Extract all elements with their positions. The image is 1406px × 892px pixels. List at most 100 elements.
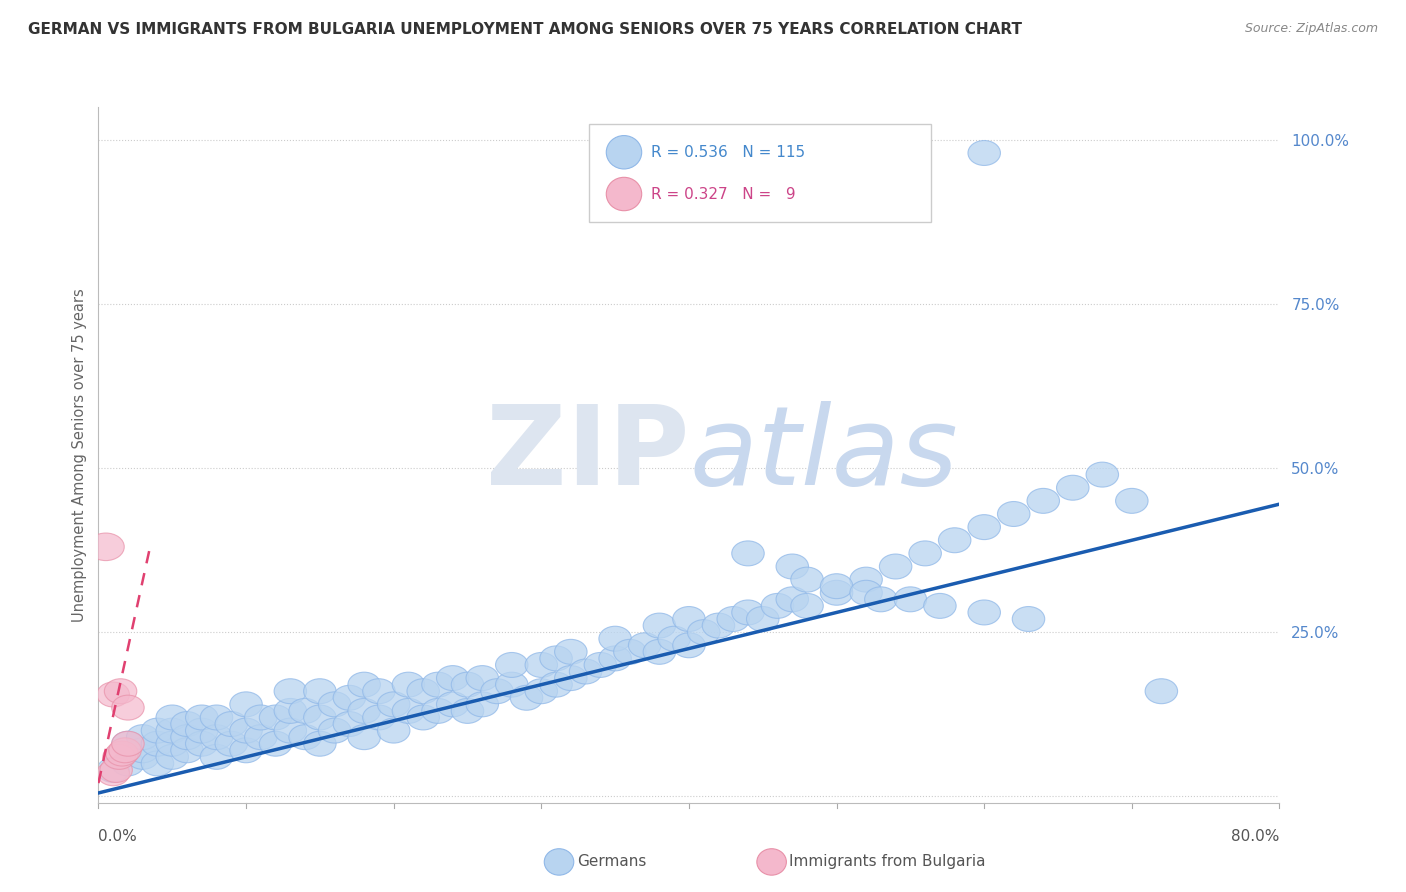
Ellipse shape	[392, 698, 425, 723]
Ellipse shape	[186, 718, 218, 743]
Ellipse shape	[643, 640, 676, 665]
Ellipse shape	[554, 640, 588, 665]
Ellipse shape	[422, 698, 454, 723]
Ellipse shape	[333, 712, 366, 737]
Ellipse shape	[274, 679, 307, 704]
Ellipse shape	[245, 724, 277, 749]
Ellipse shape	[908, 541, 942, 566]
Ellipse shape	[229, 738, 263, 763]
Ellipse shape	[756, 848, 786, 875]
Ellipse shape	[938, 528, 972, 553]
Ellipse shape	[628, 632, 661, 657]
Ellipse shape	[747, 607, 779, 632]
Ellipse shape	[465, 665, 499, 690]
Ellipse shape	[186, 705, 218, 730]
Ellipse shape	[672, 607, 706, 632]
Ellipse shape	[304, 705, 336, 730]
Ellipse shape	[97, 757, 129, 782]
Ellipse shape	[583, 652, 617, 677]
Ellipse shape	[894, 587, 927, 612]
Ellipse shape	[259, 705, 292, 730]
Ellipse shape	[606, 178, 641, 211]
Ellipse shape	[879, 554, 912, 579]
Ellipse shape	[87, 533, 124, 560]
FancyBboxPatch shape	[589, 124, 931, 222]
Ellipse shape	[967, 515, 1001, 540]
Ellipse shape	[245, 705, 277, 730]
Ellipse shape	[790, 567, 824, 592]
Ellipse shape	[924, 593, 956, 618]
Ellipse shape	[97, 682, 129, 707]
Ellipse shape	[215, 712, 247, 737]
Ellipse shape	[304, 731, 336, 756]
Ellipse shape	[849, 581, 883, 606]
Ellipse shape	[599, 646, 631, 671]
Ellipse shape	[347, 724, 381, 749]
Ellipse shape	[451, 673, 484, 698]
Ellipse shape	[658, 626, 690, 651]
Ellipse shape	[156, 705, 188, 730]
Ellipse shape	[643, 613, 676, 638]
Ellipse shape	[510, 685, 543, 710]
Y-axis label: Unemployment Among Seniors over 75 years: Unemployment Among Seniors over 75 years	[72, 288, 87, 622]
Ellipse shape	[259, 731, 292, 756]
Ellipse shape	[200, 745, 233, 769]
Ellipse shape	[377, 692, 411, 717]
Ellipse shape	[377, 718, 411, 743]
Ellipse shape	[776, 554, 808, 579]
Ellipse shape	[111, 731, 145, 756]
Text: 80.0%: 80.0%	[1232, 829, 1279, 844]
Ellipse shape	[97, 761, 129, 786]
Ellipse shape	[111, 751, 145, 776]
Ellipse shape	[1026, 489, 1060, 513]
Ellipse shape	[820, 581, 853, 606]
Ellipse shape	[672, 632, 706, 657]
Ellipse shape	[288, 724, 322, 749]
Ellipse shape	[127, 724, 159, 749]
Ellipse shape	[104, 679, 136, 704]
Ellipse shape	[156, 718, 188, 743]
Text: 0.0%: 0.0%	[98, 829, 138, 844]
Ellipse shape	[1085, 462, 1119, 487]
Ellipse shape	[569, 659, 602, 684]
Ellipse shape	[790, 593, 824, 618]
Ellipse shape	[108, 738, 141, 763]
Ellipse shape	[215, 731, 247, 756]
Ellipse shape	[1012, 607, 1045, 632]
Ellipse shape	[105, 741, 138, 766]
Ellipse shape	[544, 848, 574, 875]
Ellipse shape	[436, 692, 470, 717]
Ellipse shape	[127, 745, 159, 769]
Ellipse shape	[200, 705, 233, 730]
Ellipse shape	[274, 718, 307, 743]
Text: Source: ZipAtlas.com: Source: ZipAtlas.com	[1244, 22, 1378, 36]
Ellipse shape	[776, 587, 808, 612]
Ellipse shape	[170, 738, 204, 763]
Ellipse shape	[865, 587, 897, 612]
Ellipse shape	[540, 646, 572, 671]
Ellipse shape	[304, 679, 336, 704]
Ellipse shape	[288, 698, 322, 723]
Ellipse shape	[1144, 679, 1178, 704]
Ellipse shape	[524, 679, 558, 704]
Ellipse shape	[554, 665, 588, 690]
Ellipse shape	[524, 652, 558, 677]
Ellipse shape	[731, 600, 765, 625]
Ellipse shape	[1056, 475, 1090, 500]
Ellipse shape	[363, 679, 395, 704]
Ellipse shape	[606, 136, 641, 169]
Ellipse shape	[717, 607, 749, 632]
Ellipse shape	[141, 751, 174, 776]
Ellipse shape	[613, 640, 647, 665]
Ellipse shape	[111, 731, 145, 756]
Ellipse shape	[156, 731, 188, 756]
Ellipse shape	[127, 738, 159, 763]
Text: Immigrants from Bulgaria: Immigrants from Bulgaria	[789, 855, 986, 870]
Ellipse shape	[392, 673, 425, 698]
Ellipse shape	[436, 665, 470, 690]
Ellipse shape	[451, 698, 484, 723]
Ellipse shape	[103, 745, 135, 769]
Text: atlas: atlas	[689, 401, 957, 508]
Text: ZIP: ZIP	[485, 401, 689, 508]
Ellipse shape	[170, 712, 204, 737]
